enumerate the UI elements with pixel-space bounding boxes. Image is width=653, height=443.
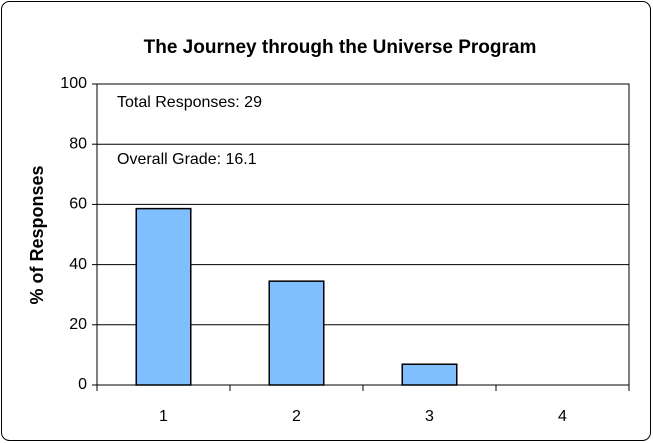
- y-tick-label: 20: [69, 316, 87, 333]
- bar: [135, 207, 192, 386]
- y-tick-label: 80: [69, 135, 87, 152]
- x-tick-label: 4: [558, 408, 567, 425]
- y-tick-label: 0: [78, 376, 87, 393]
- y-tick-label: 60: [69, 196, 87, 213]
- y-tick-label: 40: [69, 256, 87, 273]
- x-tick-label: 3: [425, 408, 434, 425]
- x-tick-label: 1: [159, 408, 168, 425]
- x-tick-label: 2: [292, 408, 301, 425]
- annotation: Total Responses: 29: [117, 94, 262, 111]
- bar: [401, 363, 458, 386]
- annotation: Overall Grade: 16.1: [117, 151, 257, 168]
- y-axis-label: % of Responses: [27, 165, 47, 304]
- y-tick-label: 100: [60, 75, 87, 92]
- chart-title: The Journey through the Universe Program: [144, 37, 537, 58]
- bar: [268, 280, 325, 386]
